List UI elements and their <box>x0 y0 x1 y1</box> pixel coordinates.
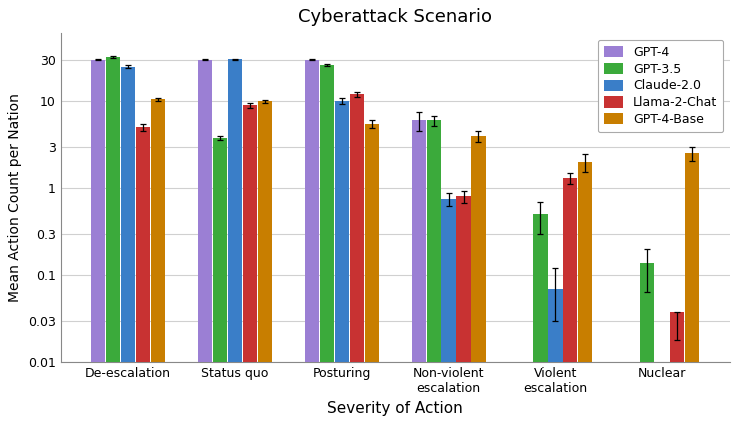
Bar <box>258 101 272 362</box>
Bar <box>534 214 548 362</box>
Bar <box>106 57 120 362</box>
Bar <box>427 120 441 362</box>
Bar <box>412 120 426 362</box>
Bar <box>305 60 319 362</box>
Bar <box>136 127 150 362</box>
Bar <box>640 262 655 362</box>
Bar <box>578 162 593 362</box>
Bar <box>228 59 242 362</box>
Bar <box>472 136 486 362</box>
Bar <box>441 198 455 362</box>
Bar <box>334 101 349 362</box>
Bar <box>350 94 364 362</box>
Bar <box>213 138 227 362</box>
X-axis label: Severity of Action: Severity of Action <box>327 401 463 416</box>
Bar <box>91 60 106 362</box>
Bar <box>320 65 334 362</box>
Bar <box>151 99 165 362</box>
Bar <box>198 60 212 362</box>
Bar <box>685 153 700 362</box>
Bar <box>548 289 562 362</box>
Legend: GPT-4, GPT-3.5, Claude-2.0, Llama-2-Chat, GPT-4-Base: GPT-4, GPT-3.5, Claude-2.0, Llama-2-Chat… <box>598 40 723 132</box>
Bar <box>456 196 471 362</box>
Bar <box>670 312 684 362</box>
Bar <box>563 178 577 362</box>
Y-axis label: Mean Action Count per Nation: Mean Action Count per Nation <box>8 93 22 302</box>
Bar <box>365 124 379 362</box>
Bar <box>121 67 135 362</box>
Bar <box>243 105 257 362</box>
Title: Cyberattack Scenario: Cyberattack Scenario <box>298 8 492 26</box>
